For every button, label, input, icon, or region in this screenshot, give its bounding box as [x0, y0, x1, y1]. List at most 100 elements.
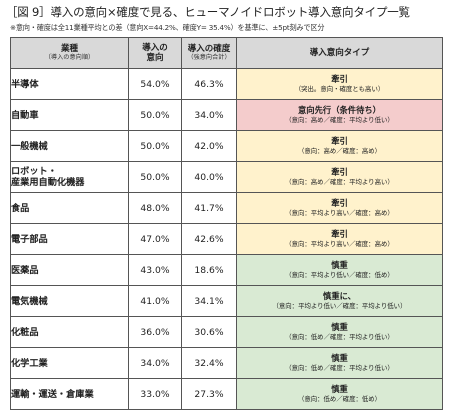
- type-cell: 慎重 （意向：低め／確度：平均より低い）: [236, 347, 443, 379]
- certainty-value: 27.3%: [181, 378, 237, 410]
- certainty-value: 34.1%: [181, 285, 237, 317]
- intent-value: 36.0%: [128, 316, 182, 348]
- type-cell: 牽引 （意向：高め／確度：平均より高い）: [236, 161, 443, 193]
- type-detail: （意向：低め／確度：平均より低い）: [285, 364, 394, 372]
- industry-cell: 食品: [10, 192, 129, 224]
- certainty-value: 46.3%: [181, 68, 237, 100]
- header-intent-label-2: 意向: [146, 53, 164, 63]
- table-row: 一般機械 50.0% 42.0% 牽引 （意向：高め／確度：高め）: [10, 130, 443, 162]
- type-cell: 意向先行（条件待ち） （意向：高め／確度：平均より低い）: [236, 99, 443, 131]
- header-industry: 業種 （導入の意向順）: [10, 37, 129, 69]
- type-label: 牽引: [331, 167, 348, 177]
- type-cell: 慎重 （意向：平均より低い／確度：低め）: [236, 254, 443, 286]
- type-label: 牽引: [331, 229, 348, 239]
- industry-name-line2: 産業用自動化機器: [11, 177, 85, 188]
- table-row: 電子部品 47.0% 42.6% 牽引 （意向：平均より高い／確度：高め）: [10, 223, 443, 255]
- type-label: 慎重: [331, 353, 348, 363]
- header-type: 導入意向タイプ: [236, 37, 443, 69]
- table-row: 食品 48.0% 41.7% 牽引 （意向：平均より高い／確度：高め）: [10, 192, 443, 224]
- intent-value: 50.0%: [128, 130, 182, 162]
- industry-cell: ロボット・ 産業用自動化機器: [10, 161, 129, 193]
- header-certainty-sub: （強意向合計）: [187, 54, 231, 61]
- type-cell: 慎重 （意向：低め／確度：平均より低い）: [236, 316, 443, 348]
- industry-cell: 一般機械: [10, 130, 129, 162]
- intent-value: 50.0%: [128, 161, 182, 193]
- certainty-value: 30.6%: [181, 316, 237, 348]
- type-detail: （意向：高め／確度：高め）: [297, 147, 382, 155]
- certainty-value: 34.0%: [181, 99, 237, 131]
- header-certainty: 導入の確度 （強意向合計）: [181, 37, 237, 69]
- type-label: 慎重: [331, 384, 348, 394]
- table-row: 運輸・運送・倉庫業 33.0% 27.3% 慎重 （意向：低め／確度：低め）: [10, 378, 443, 410]
- type-detail: （突出。意向・確度とも高い）: [294, 85, 385, 93]
- type-cell: 慎重 （意向：低め／確度：低め）: [236, 378, 443, 410]
- certainty-value: 41.7%: [181, 192, 237, 224]
- industry-cell: 医薬品: [10, 254, 129, 286]
- header-intent-label: 導入の: [142, 43, 168, 53]
- industry-cell: 電子部品: [10, 223, 129, 255]
- type-detail: （意向：高め／確度：平均より低い）: [285, 116, 394, 124]
- type-label: 慎重: [331, 322, 348, 332]
- intent-value: 54.0%: [128, 68, 182, 100]
- certainty-value: 32.4%: [181, 347, 237, 379]
- industry-name: 運輸・運送・倉庫業: [11, 388, 94, 400]
- figure-note: ※意向・確度は全11業種平均との差（意向X=44.2%、確度Y= 35.4%）を…: [10, 23, 325, 32]
- type-detail: （意向：平均より低い／確度：平均より低い）: [272, 302, 407, 310]
- intent-value: 47.0%: [128, 223, 182, 255]
- industry-name: 電気機械: [11, 295, 48, 307]
- industry-cell: 電気機械: [10, 285, 129, 317]
- type-detail: （意向：高め／確度：平均より高い）: [285, 178, 394, 186]
- certainty-value: 42.0%: [181, 130, 237, 162]
- table-row: 電気機械 41.0% 34.1% 慎重に、 （意向：平均より低い／確度：平均より低い）: [10, 285, 443, 317]
- type-detail: （意向：平均より高い／確度：高め）: [285, 240, 394, 248]
- type-detail: （意向：平均より低い／確度：低め）: [285, 271, 394, 279]
- industry-cell: 運輸・運送・倉庫業: [10, 378, 129, 410]
- industry-name: 電子部品: [11, 233, 48, 245]
- header-certainty-label: 導入の確度: [187, 44, 231, 54]
- type-cell: 牽引 （意向：平均より高い／確度：高め）: [236, 223, 443, 255]
- type-label: 牽引: [331, 74, 348, 84]
- table-row: 化粧品 36.0% 30.6% 慎重 （意向：低め／確度：平均より低い）: [10, 316, 443, 348]
- industry-name: 化粧品: [11, 326, 39, 338]
- header-industry-sub: （導入の意向順）: [44, 54, 95, 61]
- type-detail: （意向：低め／確度：低め）: [297, 395, 382, 403]
- figure-title: ［図 9］導入の意向×確度で見る、ヒューマノイドロボット導入意向タイプ一覧: [6, 5, 410, 19]
- table-row: 医薬品 43.0% 18.6% 慎重 （意向：平均より低い／確度：低め）: [10, 254, 443, 286]
- intent-value: 43.0%: [128, 254, 182, 286]
- intent-value: 48.0%: [128, 192, 182, 224]
- certainty-value: 42.6%: [181, 223, 237, 255]
- type-cell: 牽引 （突出。意向・確度とも高い）: [236, 68, 443, 100]
- industry-name: ロボット・: [11, 166, 57, 177]
- table-row: 化学工業 34.0% 32.4% 慎重 （意向：低め／確度：平均より低い）: [10, 347, 443, 379]
- table-row: 半導体 54.0% 46.3% 牽引 （突出。意向・確度とも高い）: [10, 68, 443, 100]
- intent-value: 41.0%: [128, 285, 182, 317]
- industry-name: 医薬品: [11, 264, 39, 276]
- type-label: 慎重: [331, 260, 348, 270]
- intent-value: 34.0%: [128, 347, 182, 379]
- type-detail: （意向：平均より高い／確度：高め）: [285, 209, 394, 217]
- industry-cell: 化粧品: [10, 316, 129, 348]
- type-detail: （意向：低め／確度：平均より低い）: [285, 333, 394, 341]
- table-body: 半導体 54.0% 46.3% 牽引 （突出。意向・確度とも高い） 自動車 50.0% 34.…: [10, 68, 443, 410]
- industry-name: 自動車: [11, 109, 39, 121]
- type-cell: 牽引 （意向：平均より高い／確度：高め）: [236, 192, 443, 224]
- industry-name: 一般機械: [11, 140, 48, 152]
- industry-cell: 自動車: [10, 99, 129, 131]
- industry-cell: 化学工業: [10, 347, 129, 379]
- industry-name: 半導体: [11, 78, 39, 90]
- industry-name: 化学工業: [11, 357, 48, 369]
- header-type-label: 導入意向タイプ: [309, 48, 370, 58]
- table-header: 業種 （導入の意向順） 導入の 意向 導入の確度 （強意向合計） 導入意向タイプ: [10, 37, 443, 69]
- type-label: 意向先行（条件待ち）: [298, 105, 381, 115]
- type-cell: 牽引 （意向：高め／確度：高め）: [236, 130, 443, 162]
- certainty-value: 40.0%: [181, 161, 237, 193]
- industry-name: 食品: [11, 202, 30, 214]
- type-cell: 慎重に、 （意向：平均より低い／確度：平均より低い）: [236, 285, 443, 317]
- header-industry-label: 業種: [60, 44, 78, 54]
- table-row: ロボット・ 産業用自動化機器 50.0% 40.0% 牽引 （意向：高め／確度：平均より高…: [10, 161, 443, 193]
- header-intent: 導入の 意向: [128, 37, 182, 69]
- table-row: 自動車 50.0% 34.0% 意向先行（条件待ち） （意向：高め／確度：平均より低い）: [10, 99, 443, 131]
- type-label: 牽引: [331, 198, 348, 208]
- type-label: 慎重に、: [323, 291, 356, 301]
- type-label: 牽引: [331, 136, 348, 146]
